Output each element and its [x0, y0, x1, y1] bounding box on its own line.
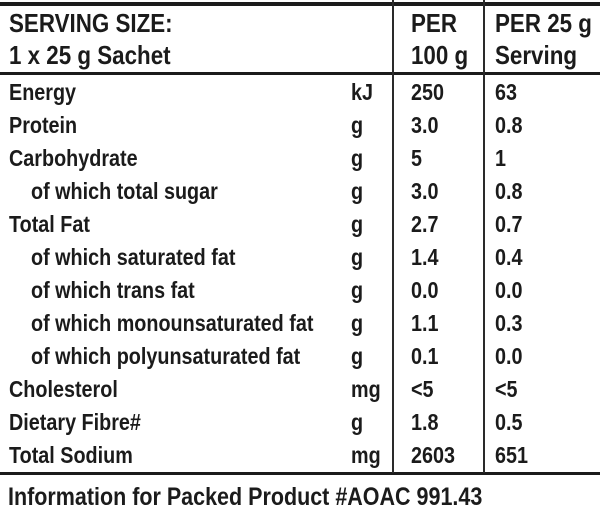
value-per-25g: 651 [495, 442, 529, 468]
nutrient-label: of which saturated fat [31, 244, 236, 270]
value-per-25g: 1 [495, 145, 507, 171]
value-per-25g: 0.3 [495, 310, 523, 336]
nutrient-label: Energy [9, 79, 77, 105]
footer-separator-rule [0, 472, 600, 475]
value-per-100g: 2.7 [411, 211, 439, 237]
nutrient-label: Total Sodium [9, 442, 133, 468]
per-100g-line1: PER [411, 8, 457, 38]
per-25g-line2: Serving [495, 40, 578, 70]
value-per-25g: <5 [495, 376, 518, 402]
value-per-100g: 3.0 [411, 112, 439, 138]
nutrient-label: Protein [9, 112, 78, 138]
value-per-25g: 0.7 [495, 211, 523, 237]
nutrient-unit: g [351, 211, 364, 237]
nutrient-unit: g [351, 409, 364, 435]
footer-note-text: Information for Packed Product #AOAC 991… [8, 483, 483, 511]
value-per-100g: <5 [411, 376, 434, 402]
nutrient-label: Total Fat [9, 211, 90, 237]
per-100g-line2: 100 g [411, 40, 469, 70]
nutrient-label: Cholesterol [9, 376, 118, 402]
value-per-100g: 250 [411, 79, 445, 105]
table-row: Carbohydrate g 5 1 [0, 142, 600, 175]
table-row: of which saturated fat g 1.4 0.4 [0, 241, 600, 274]
nutrient-unit: kJ [351, 79, 374, 105]
nutrient-unit: g [351, 178, 364, 204]
nutrient-label: of which monounsaturated fat [31, 310, 314, 336]
value-per-25g: 0.4 [495, 244, 523, 270]
nutrient-label: of which trans fat [31, 277, 195, 303]
value-per-100g: 2603 [411, 442, 456, 468]
table-row: Total Fat g 2.7 0.7 [0, 208, 600, 241]
footer-note: Information for Packed Product #AOAC 991… [8, 475, 560, 520]
nutrient-unit: g [351, 244, 364, 270]
nutrient-label: of which total sugar [31, 178, 218, 204]
table-row: Energy kJ 250 63 [0, 76, 600, 109]
value-per-25g: 63 [495, 79, 518, 105]
header-separator-rule [0, 72, 600, 75]
table-row: of which polyunsaturated fat g 0.1 0.0 [0, 340, 600, 373]
header-serving-size: SERVING SIZE: 1 x 25 g Sachet [9, 7, 199, 71]
nutrient-label: Carbohydrate [9, 145, 138, 171]
nutrient-unit: g [351, 343, 364, 369]
top-rule [0, 2, 600, 6]
value-per-100g: 1.8 [411, 409, 439, 435]
value-per-25g: 0.0 [495, 277, 523, 303]
nutrition-rows: Energy kJ 250 63 Protein g 3.0 0.8 Carbo… [0, 76, 600, 472]
column-rule-per100g [392, 0, 394, 473]
nutrient-label: Dietary Fibre# [9, 409, 141, 435]
nutrient-unit: g [351, 277, 364, 303]
header-per-25g: PER 25 g Serving [495, 7, 600, 71]
serving-size-detail: 1 x 25 g Sachet [9, 40, 171, 70]
table-row: of which total sugar g 3.0 0.8 [0, 175, 600, 208]
value-per-100g: 1.1 [411, 310, 439, 336]
value-per-100g: 0.0 [411, 277, 439, 303]
serving-size-title: SERVING SIZE: [9, 8, 173, 38]
nutrient-unit: g [351, 112, 364, 138]
table-row: Dietary Fibre# g 1.8 0.5 [0, 406, 600, 439]
column-rule-per25g [483, 0, 485, 473]
per-25g-line1: PER 25 g [495, 8, 592, 38]
table-row: of which trans fat g 0.0 0.0 [0, 274, 600, 307]
nutrient-unit: g [351, 145, 364, 171]
value-per-100g: 5 [411, 145, 423, 171]
header-per-100g: PER 100 g [411, 7, 478, 71]
value-per-25g: 0.0 [495, 343, 523, 369]
table-row: Protein g 3.0 0.8 [0, 109, 600, 142]
value-per-100g: 0.1 [411, 343, 439, 369]
table-row: Cholesterol mg <5 <5 [0, 373, 600, 406]
value-per-100g: 1.4 [411, 244, 439, 270]
value-per-100g: 3.0 [411, 178, 439, 204]
value-per-25g: 0.8 [495, 112, 523, 138]
nutrient-unit: mg [351, 442, 381, 468]
table-row: of which monounsaturated fat g 1.1 0.3 [0, 307, 600, 340]
value-per-25g: 0.5 [495, 409, 523, 435]
nutrient-label: of which polyunsaturated fat [31, 343, 301, 369]
nutrient-unit: g [351, 310, 364, 336]
table-row: Total Sodium mg 2603 651 [0, 439, 600, 472]
nutrient-unit: mg [351, 376, 381, 402]
value-per-25g: 0.8 [495, 178, 523, 204]
